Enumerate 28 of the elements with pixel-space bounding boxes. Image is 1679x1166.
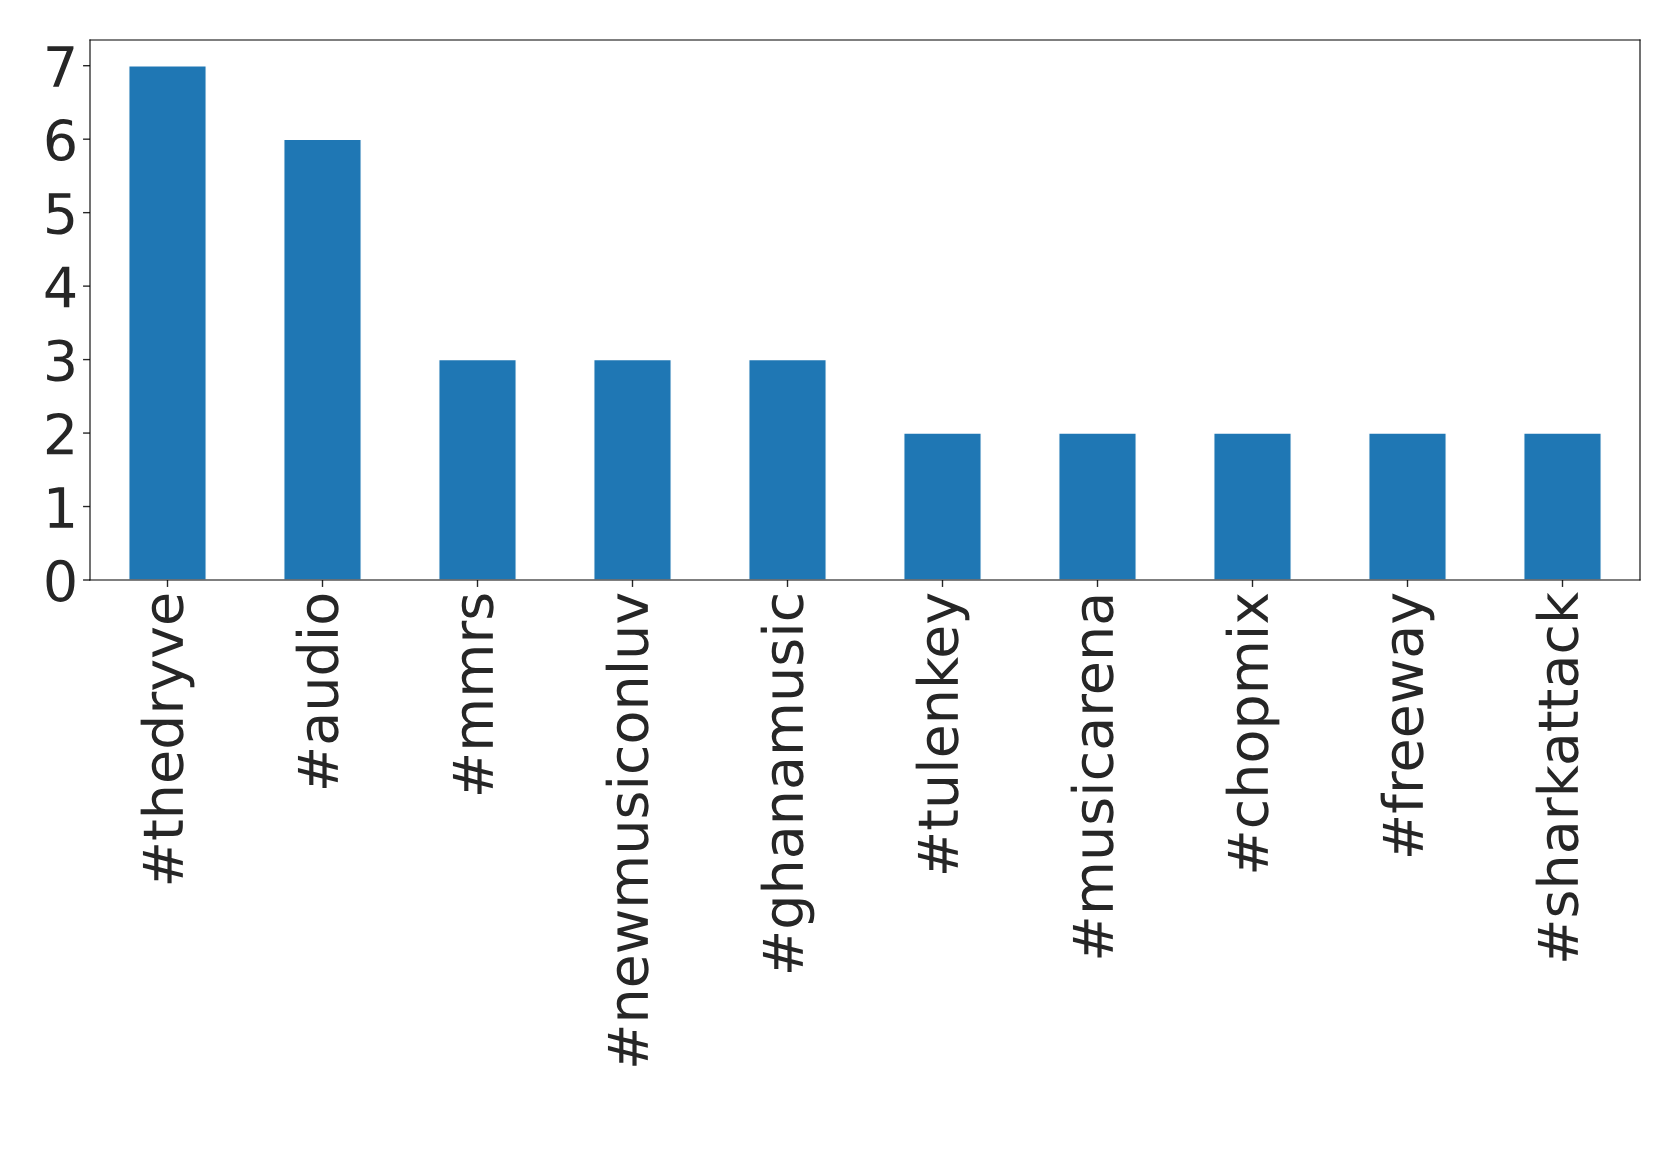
x-tick-label: #tulenkey (915, 593, 970, 874)
y-tick-label: 1 (48, 487, 74, 528)
bar (1523, 432, 1602, 580)
x-tick-label: #ghanamusic (760, 595, 815, 973)
y-tick-label: 7 (47, 46, 74, 87)
x-tick-label: #chopmix (1225, 593, 1280, 872)
bar (438, 358, 517, 580)
y-tick-label: 3 (47, 339, 74, 382)
y-tick-label: 2 (46, 412, 73, 455)
x-tick-label: #sharkattack (1535, 591, 1579, 961)
y-tick-label: 5 (47, 193, 74, 235)
bar (903, 432, 982, 580)
x-tick-label: #mmrs (452, 594, 494, 795)
bar (1213, 432, 1292, 580)
bar (748, 358, 827, 580)
x-tick-label: #audio (295, 594, 339, 789)
x-tick-label: #thedryve (140, 594, 195, 884)
x-tick-label: #newmusiconluv (605, 593, 649, 1066)
y-tick-label: 4 (45, 266, 76, 308)
bar (128, 65, 207, 580)
bar (593, 358, 672, 580)
y-tick-label: 0 (46, 559, 75, 602)
bar (1368, 432, 1447, 580)
bar (283, 138, 362, 580)
x-tick-label: #freeway (1380, 593, 1435, 856)
bar (1058, 432, 1137, 580)
y-tick-label: 6 (46, 119, 75, 162)
x-tick-label: #musicarena (1070, 596, 1114, 958)
